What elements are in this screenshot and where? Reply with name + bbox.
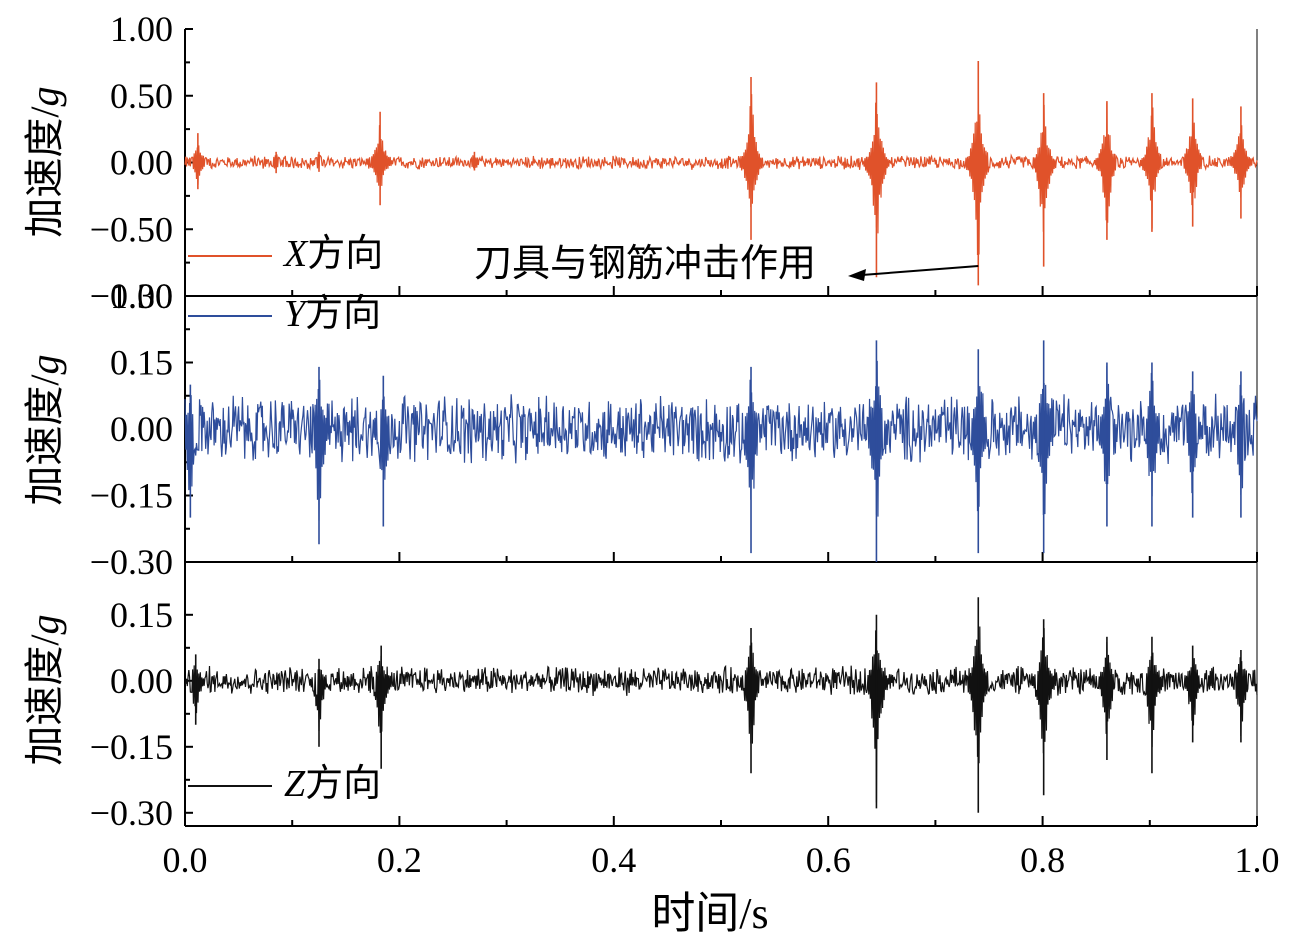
legend-label: Z方向 bbox=[284, 763, 381, 805]
x-tick-label: 0.0 bbox=[163, 840, 208, 880]
y-tick-label: 0.00 bbox=[110, 143, 173, 183]
annotation: 刀具与钢筋冲击作用 bbox=[474, 243, 979, 285]
y-tick-label: 0.30 bbox=[110, 276, 173, 316]
x-axis-title: 时间/s bbox=[651, 889, 768, 938]
y-tick-label: 0.00 bbox=[110, 409, 173, 449]
y-axis-title: 加速度/g bbox=[22, 354, 67, 505]
x-tick-label: 1.0 bbox=[1235, 840, 1280, 880]
legend-label: X方向 bbox=[282, 233, 383, 275]
x-tick-label: 0.4 bbox=[591, 840, 636, 880]
panel-x: 1.00 0.50 0.00 −0.50 −1.00 加速度/g X方向 bbox=[22, 9, 1258, 316]
panels-layer: 1.000.500.00−0.50−1.00加速度/gX方向0.300.150.… bbox=[22, 9, 1258, 833]
y-tick-label: −0.30 bbox=[90, 793, 173, 833]
y-tick-label: 1.00 bbox=[110, 9, 173, 49]
y-tick-label: −0.50 bbox=[90, 209, 173, 249]
y-tick-label: 0.00 bbox=[110, 661, 173, 701]
x-tick-label: 0.2 bbox=[377, 840, 422, 880]
y-tick-label: −0.30 bbox=[90, 542, 173, 582]
y-tick-label: 0.50 bbox=[110, 76, 173, 116]
x-tick-label: 0.6 bbox=[806, 840, 851, 880]
x-axis: 0.0 0.2 0.4 0.6 0.8 1.0 bbox=[163, 840, 1280, 880]
y-axis-title: 加速度/g bbox=[22, 86, 67, 237]
y-axis-title: 加速度/g bbox=[22, 614, 67, 765]
annotation-arrow bbox=[861, 265, 979, 276]
x-tick-label: 0.8 bbox=[1020, 840, 1065, 880]
y-tick-label: 0.15 bbox=[110, 343, 173, 383]
y-tick-label: −0.15 bbox=[90, 727, 173, 767]
panel-y: 0.30 0.15 0.00 −0.15 −0.30 加速度/g Y方向 bbox=[22, 276, 1258, 582]
legend-label: Y方向 bbox=[284, 293, 381, 335]
y-tick-label: 0.15 bbox=[110, 595, 173, 635]
y-tick-label: −1.00 bbox=[90, 276, 173, 316]
series-line-x bbox=[184, 62, 1258, 255]
annotation-arrowhead bbox=[848, 269, 866, 281]
y-tick-label: −0.15 bbox=[90, 476, 173, 516]
series-line-y bbox=[184, 352, 1258, 521]
annotation-text: 刀具与钢筋冲击作用 bbox=[474, 243, 816, 285]
panel-z: 0.15 0.00 −0.15 −0.30 加速度/g Z方向 bbox=[22, 562, 1258, 833]
series-line-z bbox=[184, 626, 1258, 803]
